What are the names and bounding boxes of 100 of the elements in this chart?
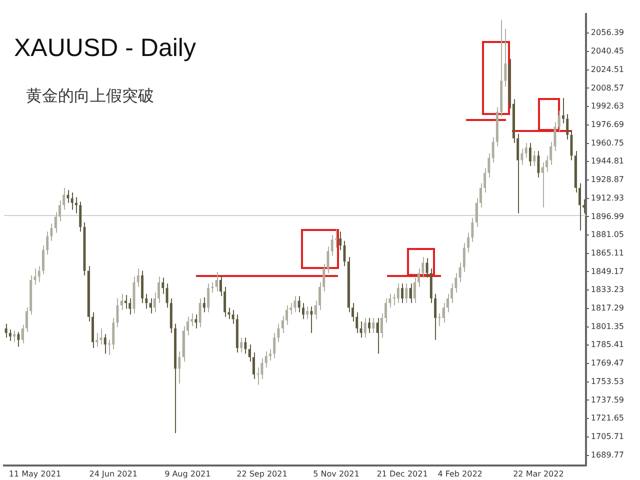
candlestick [194, 314, 198, 329]
candlestick [520, 148, 524, 166]
candlestick [409, 282, 412, 304]
candlestick [124, 294, 127, 310]
candlestick [50, 223, 53, 242]
candlestick [273, 332, 276, 359]
y-tick-label: 1881.05 [590, 230, 624, 240]
candlestick [537, 150, 540, 178]
candlestick [4, 323, 8, 338]
candlestick [120, 293, 123, 310]
y-tick-label: 1689.77 [590, 450, 624, 460]
candlestick [232, 309, 234, 324]
candlestick [458, 262, 462, 283]
candlestick [294, 296, 296, 313]
y-tick-label: 1769.47 [590, 358, 624, 368]
candlestick [211, 282, 214, 294]
candlestick [306, 306, 309, 320]
candlestick [405, 282, 408, 304]
candlestick [8, 329, 12, 342]
y-tick-label: 1817.29 [590, 304, 624, 313]
candlestick [343, 240, 346, 267]
candlestick [256, 367, 260, 386]
candlestick [471, 217, 474, 243]
text: XAUUSD - Daily [14, 34, 196, 63]
candlestick [401, 282, 404, 304]
candlestick [104, 334, 106, 354]
candlestick [162, 277, 164, 294]
candlestick [541, 162, 544, 208]
candlestick [570, 130, 573, 161]
candlestick [38, 266, 40, 283]
candlestick [330, 234, 334, 256]
candlestick [566, 114, 569, 140]
candlestick [396, 282, 400, 304]
y-tick-label: 1753.53 [590, 376, 624, 386]
candlestick [198, 298, 202, 328]
candlestick [268, 348, 272, 362]
x-tick-label: 24 Jun 2021 [89, 469, 138, 478]
candlestick [442, 302, 445, 324]
y-tick-label: 1865.11 [590, 248, 624, 258]
candlestick [100, 328, 102, 345]
candlestick [533, 150, 536, 166]
candlestick [145, 293, 148, 310]
candlestick [298, 296, 300, 313]
candlestick [339, 231, 342, 251]
y-tick-label: 1705.71 [590, 432, 624, 442]
text: 黄金的向上假突破 [26, 86, 154, 107]
x-tick-label: 4 Feb 2022 [438, 469, 482, 478]
candlestick [277, 323, 280, 343]
y-tick-label: 1960.75 [590, 138, 624, 148]
y-tick-label: 1992.63 [590, 102, 624, 111]
y-tick-label: 2040.45 [590, 46, 624, 56]
candlestick [413, 277, 416, 304]
candlestick [136, 268, 140, 288]
x-tick-label: 22 Sep 2021 [236, 469, 288, 478]
y-tick-label: 1801.35 [590, 322, 624, 331]
x-tick-label: 22 Mar 2022 [513, 469, 564, 478]
candlestick [244, 337, 247, 354]
candlestick [438, 312, 441, 327]
y-tick-label: 2056.39 [590, 28, 624, 38]
candlestick [240, 337, 243, 354]
y-tick-label: 1833.23 [590, 285, 624, 294]
x-tick-label: 11 May 2021 [8, 469, 62, 478]
candlestick [42, 244, 44, 275]
candlestick [524, 142, 528, 158]
candlestick [426, 258, 428, 278]
y-tick-label: 1976.69 [590, 120, 624, 129]
candlestick [310, 306, 313, 334]
candlestick [302, 302, 304, 320]
candlestick [17, 331, 20, 348]
x-tick-label: 21 Dec 2021 [376, 469, 428, 478]
candlestick [434, 293, 437, 340]
candlestick [79, 201, 82, 232]
y-tick-label: 2024.51 [590, 64, 624, 74]
candlestick [166, 282, 168, 308]
candlestick [504, 28, 507, 88]
candlestick [562, 98, 564, 124]
y-tick-label: 1912.93 [590, 193, 624, 202]
candlestick [178, 350, 181, 384]
candlestick [202, 296, 206, 313]
y-tick-label: 1785.41 [590, 340, 624, 350]
candlestick [368, 318, 370, 334]
candlestick [334, 228, 338, 248]
candlestick [492, 136, 494, 164]
y-tick-label: 2008.57 [590, 83, 624, 92]
candlestick [13, 330, 16, 343]
candlestick [128, 298, 132, 316]
candlestick [46, 231, 49, 256]
x-tick-label: 5 Nov 2021 [313, 469, 360, 478]
y-tick-label: 1849.17 [590, 266, 624, 276]
candlestick [462, 242, 466, 272]
y-tick-label: 1944.81 [590, 156, 624, 166]
y-tick-label: 1896.99 [590, 212, 624, 221]
candlestick [70, 192, 74, 210]
x-tick-label: 9 Aug 2021 [164, 469, 211, 478]
candlestick [467, 232, 470, 253]
candlestick [364, 318, 366, 338]
candlestick [207, 282, 210, 313]
candlestick [372, 318, 375, 334]
candlestick [215, 271, 218, 292]
y-tick-label: 1721.65 [590, 414, 624, 423]
